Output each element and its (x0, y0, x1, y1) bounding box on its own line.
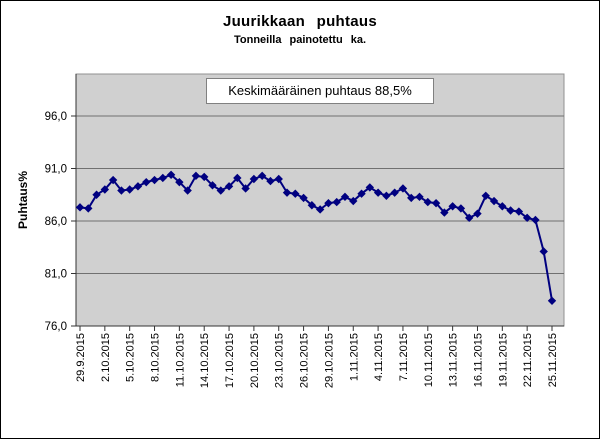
x-tick-label: 11.10.2015 (174, 333, 186, 387)
data-point-marker (175, 177, 184, 187)
data-point-marker (407, 193, 416, 203)
data-point-marker (473, 209, 482, 218)
data-point-marker (357, 189, 366, 198)
data-point-marker (514, 207, 524, 216)
y-tick-label: 96,0 (45, 111, 67, 123)
data-point-marker (84, 204, 93, 213)
data-point-marker (324, 198, 333, 208)
data-point-marker (208, 181, 217, 190)
data-point-marker (100, 185, 110, 194)
data-point-marker (373, 188, 383, 197)
data-point-marker (307, 201, 317, 210)
data-point-marker (75, 203, 85, 212)
data-point-marker (142, 177, 151, 187)
data-point-marker (166, 170, 176, 179)
data-point-marker (108, 175, 118, 185)
data-point-marker (423, 197, 432, 207)
data-point-marker (133, 182, 143, 191)
data-point-marker (158, 173, 168, 183)
x-tick-label: 25.11.2015 (547, 333, 559, 387)
chart-title: Juurikkaan puhtaus (222, 13, 378, 30)
data-point-marker (150, 175, 159, 185)
x-tick-label: 5.10.2015 (125, 333, 137, 382)
x-tick-label: 26.10.2015 (299, 333, 311, 388)
data-point-marker (456, 204, 466, 213)
data-point-marker (349, 196, 358, 206)
data-point-marker (522, 213, 532, 223)
x-tick-label: 8.10.2015 (150, 333, 162, 382)
data-point-marker (489, 196, 499, 206)
data-point-marker (498, 202, 507, 211)
data-point-marker (233, 173, 242, 183)
x-tick-label: 10.11.2015 (423, 333, 435, 387)
data-point-marker (315, 205, 325, 214)
data-point-marker (299, 193, 308, 203)
data-point-marker (291, 189, 300, 198)
x-tick-label: 2.10.2015 (100, 333, 112, 382)
x-tick-label: 7.11.2015 (398, 333, 410, 381)
x-tick-label: 4.11.2015 (373, 333, 385, 381)
data-point-marker (547, 296, 557, 305)
x-tick-label: 14.10.2015 (199, 333, 211, 388)
data-point-marker (249, 174, 259, 184)
data-point-marker (531, 215, 540, 225)
data-point-marker (390, 188, 399, 197)
data-point-marker (365, 183, 375, 192)
average-purity-annotation: Keskimääräinen puhtaus 88,5% (206, 78, 434, 104)
series-line (79, 173, 553, 301)
data-point-marker (431, 198, 441, 208)
x-tick-label: 1.11.2015 (348, 333, 360, 381)
data-point-marker (200, 172, 209, 182)
x-tick-label: 20.10.2015 (249, 333, 261, 388)
data-point-marker (241, 184, 250, 193)
chart-subtitle: Tonneilla painotettu ka. (233, 34, 367, 46)
data-point-marker (398, 184, 408, 193)
data-point-marker (464, 213, 474, 223)
x-tick-label: 17.10.2015 (224, 333, 236, 388)
data-point-marker (183, 186, 192, 195)
data-point-marker (506, 206, 515, 215)
data-point-marker (340, 192, 350, 202)
x-tick-label: 29.9.2015 (75, 333, 87, 382)
y-tick-label: 91,0 (45, 164, 67, 176)
data-point-marker (274, 174, 283, 184)
data-point-marker (539, 247, 548, 256)
x-tick-label: 19.11.2015 (497, 333, 509, 387)
data-point-marker (92, 190, 101, 199)
data-point-marker (216, 186, 225, 195)
data-point-marker (224, 182, 234, 191)
data-point-marker (125, 185, 134, 194)
data-point-marker (332, 197, 341, 207)
x-tick-label: 23.10.2015 (274, 333, 286, 388)
data-point-marker (481, 191, 490, 200)
data-point-marker (440, 208, 449, 217)
data-point-marker (191, 171, 201, 181)
data-point-marker (282, 188, 292, 197)
x-tick-label: 29.10.2015 (323, 333, 335, 388)
y-axis-title: Puhtaus% (16, 171, 30, 229)
y-tick-label: 81,0 (45, 269, 67, 281)
y-tick-label: 76,0 (45, 321, 67, 333)
data-point-marker (415, 192, 424, 202)
data-point-marker (448, 202, 457, 211)
x-tick-label: 13.11.2015 (448, 333, 460, 387)
x-tick-label: 16.11.2015 (472, 333, 484, 387)
data-point-marker (257, 171, 267, 181)
y-tick-label: 86,0 (45, 216, 67, 228)
data-point-marker (266, 176, 275, 186)
data-point-marker (117, 186, 126, 195)
x-tick-label: 22.11.2015 (522, 333, 534, 387)
data-point-marker (382, 191, 391, 200)
